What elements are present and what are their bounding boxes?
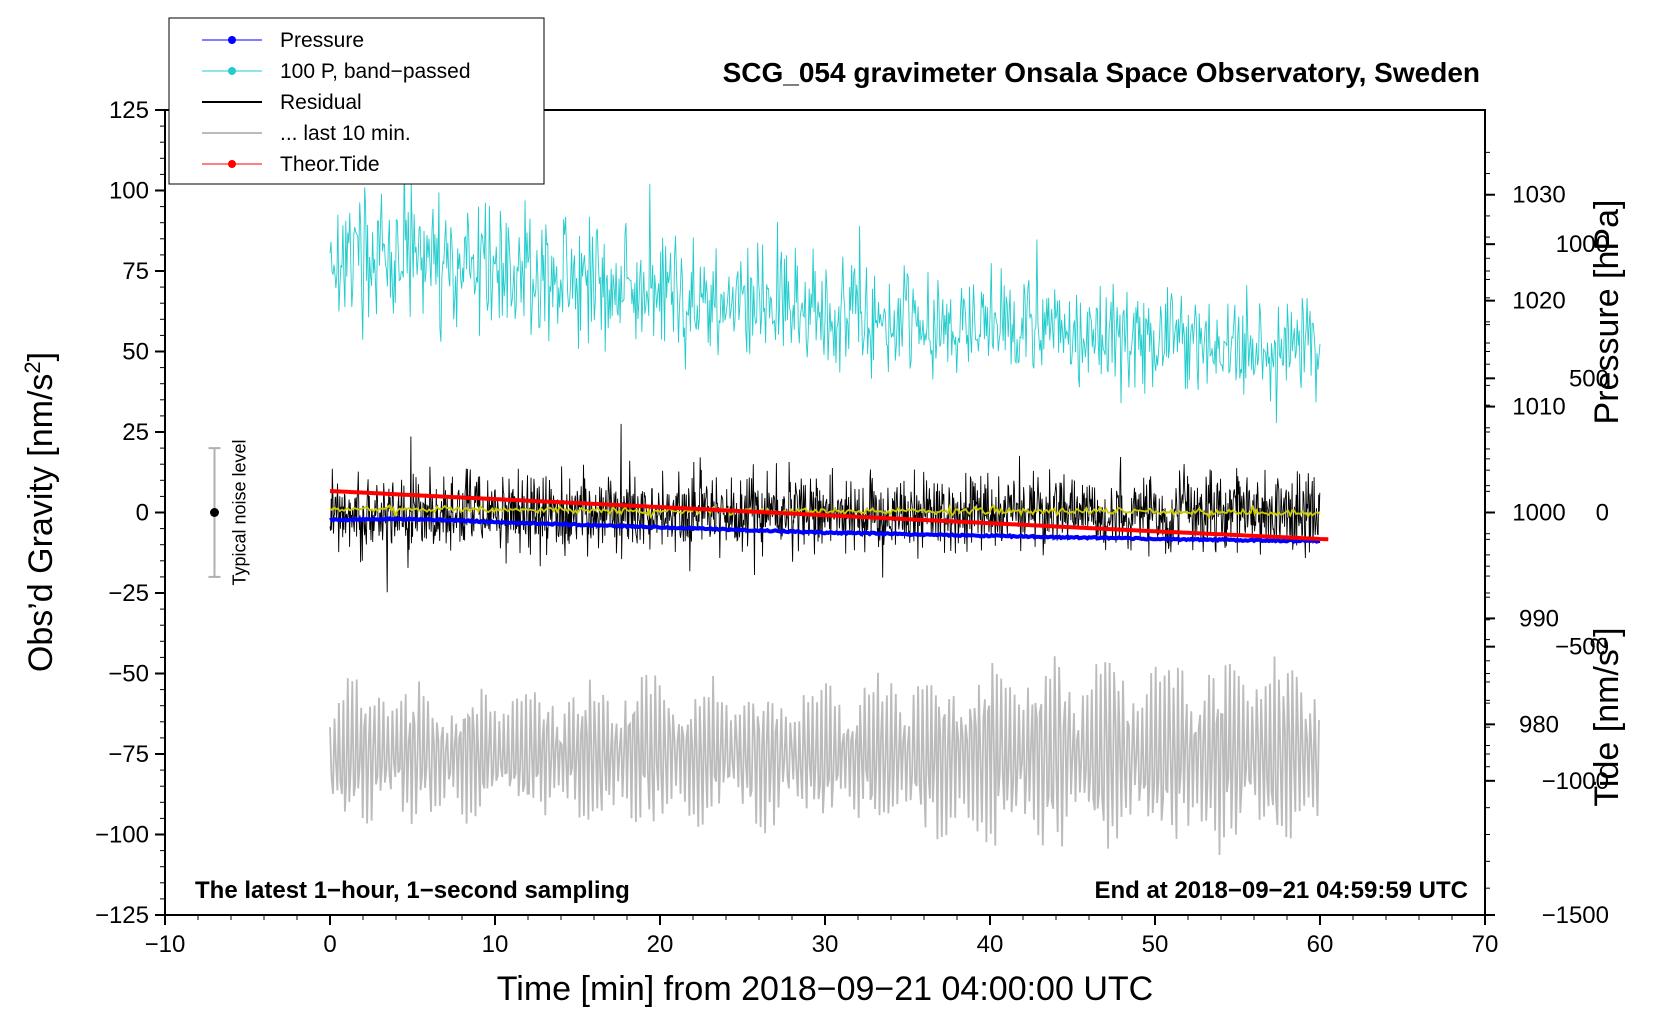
tide-axis-title-main: Tide [nm/s — [1588, 649, 1626, 806]
annotation-left: The latest 1−hour, 1−second sampling — [195, 877, 630, 904]
theor-tide-line — [329, 489, 1329, 542]
y-tick-label: 50 — [122, 339, 149, 366]
y-tick-label: 25 — [122, 419, 149, 446]
pressure-axis-ticks: 980 990 1000 1010 1020 1030 — [1485, 151, 1566, 768]
series-pressure-bandpassed — [329, 150, 1321, 424]
noise-dot — [210, 508, 219, 517]
x-tick-label: 70 — [1472, 931, 1499, 958]
legend-marker — [228, 36, 236, 44]
pressure-tick-label: 1020 — [1512, 288, 1565, 315]
tide-axis-title: Tide [nm/s2] — [1586, 627, 1626, 806]
y-axis-title-end: ] — [22, 352, 60, 361]
tide-axis-ticks: −1500 −1000 −500 0 500 1000 — [1485, 231, 1609, 929]
pressure-axis-title: Pressure [hPa] — [1588, 200, 1626, 425]
x-tick-label: 10 — [482, 931, 509, 958]
tide-tick-label: −1500 — [1542, 902, 1609, 929]
x-tick-label: 60 — [1307, 931, 1334, 958]
pressure-tick-label: 990 — [1519, 605, 1559, 632]
x-axis-title: Time [min] from 2018−09−21 04:00:00 UTC — [497, 970, 1153, 1008]
series-theor-tide — [329, 489, 1329, 542]
tide-tick-label: 1000 — [1556, 231, 1609, 258]
x-tick-label: 20 — [647, 931, 674, 958]
residual-line — [329, 423, 1321, 593]
legend-label: Theor.Tide — [280, 153, 380, 176]
tide-axis-title-sup: 2 — [1586, 637, 1611, 649]
legend-marker — [228, 160, 236, 168]
x-tick-label: 50 — [1142, 931, 1169, 958]
y-tick-label: 75 — [122, 258, 149, 285]
pressure-line — [329, 515, 1321, 544]
y-tick-label: 125 — [109, 97, 149, 124]
last-10-min-line — [329, 656, 1320, 855]
pressure-tick-label: 1030 — [1512, 182, 1565, 209]
y-tick-label: −75 — [108, 741, 149, 768]
y-axis-title: Obs’d Gravity [nm/s2] — [20, 352, 60, 672]
y-tick-label: 0 — [136, 500, 149, 527]
x-tick-label: 30 — [812, 931, 839, 958]
chart-title: SCG_054 gravimeter Onsala Space Observat… — [723, 57, 1480, 88]
tide-axis-title-end: ] — [1588, 627, 1626, 636]
legend-label: 100 P, band−passed — [280, 60, 471, 83]
pressure-tick-label: 980 — [1519, 711, 1559, 738]
legend-label: Pressure — [280, 29, 364, 52]
y-tick-label: −100 — [95, 822, 149, 849]
bandpassed-pressure-line — [329, 150, 1321, 424]
y-tick-label: −25 — [108, 580, 149, 607]
noise-level-indicator: Typical noise level — [208, 439, 250, 586]
tide-tick-label: −1000 — [1542, 768, 1609, 795]
series-residual-smoothed — [329, 503, 1321, 520]
y-tick-label: −50 — [108, 661, 149, 688]
legend: Pressure 100 P, band−passed Residual ... la… — [168, 17, 545, 185]
y-axis-title-main: Obs’d Gravity [nm/s — [22, 374, 60, 673]
legend-marker — [228, 67, 236, 75]
series-last-10-min — [329, 656, 1320, 855]
y-tick-label: −125 — [95, 902, 149, 929]
tide-tick-label: 0 — [1596, 500, 1609, 527]
x-tick-label: 40 — [977, 931, 1004, 958]
legend-label: Residual — [280, 91, 362, 114]
x-tick-label: 0 — [323, 931, 336, 958]
series-residual — [329, 423, 1321, 593]
x-axis-ticks: −10 0 10 20 30 40 50 60 70 — [145, 915, 1499, 958]
legend-label: ... last 10 min. — [280, 122, 411, 145]
tide-tick-label: −500 — [1555, 634, 1609, 661]
y-axis-ticks: −125 −100 −75 −50 −25 0 25 50 75 100 125 — [95, 97, 165, 929]
tide-tick-label: 500 — [1569, 365, 1609, 392]
y-axis-title-sup: 2 — [20, 361, 45, 373]
series-pressure — [329, 515, 1321, 544]
pressure-tick-label: 1010 — [1512, 394, 1565, 421]
pressure-tick-label: 1000 — [1512, 500, 1565, 527]
annotation-right: End at 2018−09−21 04:59:59 UTC — [1094, 877, 1468, 904]
noise-level-label: Typical noise level — [230, 439, 250, 585]
x-tick-label: −10 — [145, 931, 186, 958]
residual-smoothed-line — [329, 503, 1321, 520]
y-tick-label: 100 — [109, 178, 149, 205]
